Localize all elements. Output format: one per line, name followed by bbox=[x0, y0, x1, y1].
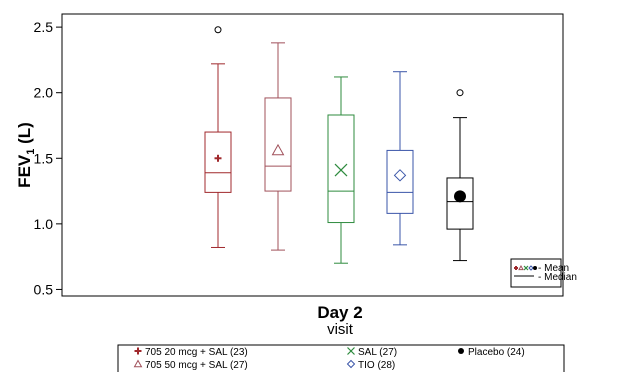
iqr-box bbox=[264, 97, 292, 192]
mean-marker-triangle bbox=[133, 359, 143, 368]
mean-marker-dot bbox=[458, 348, 464, 354]
mean-marker-triangle bbox=[271, 143, 285, 156]
inset-mean-markers bbox=[514, 264, 537, 271]
box-group bbox=[386, 71, 414, 246]
y-tick-label: 1.0 bbox=[34, 216, 54, 232]
legend-item-label: 705 20 mcg + SAL (23) bbox=[145, 347, 248, 358]
x-axis-label: Day 2 bbox=[317, 303, 362, 322]
mean-marker-triangle bbox=[518, 264, 524, 271]
legend-item: Placebo (24) bbox=[458, 347, 525, 358]
y-axis: 0.5 1.0 1.5 2.0 2.5 bbox=[34, 19, 62, 297]
inset-mean-label: - Mean bbox=[538, 263, 569, 274]
outlier-point bbox=[456, 89, 464, 97]
mean-marker-plus bbox=[514, 266, 518, 270]
y-tick-label: 0.5 bbox=[34, 281, 54, 297]
mean-marker-diamond bbox=[393, 169, 407, 182]
y-tick-label: 2.5 bbox=[34, 19, 54, 35]
legend-box bbox=[117, 344, 565, 372]
iqr-box bbox=[446, 177, 474, 230]
iqr-box bbox=[204, 131, 232, 193]
mean-marker-dot bbox=[454, 190, 466, 203]
legend-item-label: TIO (28) bbox=[358, 360, 395, 371]
y-tick-label: 2.0 bbox=[34, 85, 54, 101]
legend-item: 705 50 mcg + SAL (27) bbox=[133, 359, 248, 371]
mean-marker-x bbox=[523, 265, 529, 271]
outlier-point bbox=[214, 26, 222, 34]
inset-median-label: - Median bbox=[538, 272, 577, 283]
iqr-box bbox=[386, 149, 414, 214]
legend-item: SAL (27) bbox=[347, 347, 397, 358]
mean-marker-x bbox=[334, 163, 348, 177]
plot-frame bbox=[61, 13, 564, 297]
mean-marker-plus bbox=[214, 154, 222, 162]
mean-marker-x bbox=[347, 347, 355, 355]
y-axis-label: FEV1 (L) bbox=[15, 122, 37, 188]
x-axis-sublabel: visit bbox=[327, 321, 354, 338]
legend-item-label: Placebo (24) bbox=[468, 347, 525, 358]
box-group bbox=[264, 42, 292, 251]
legend-item-label: 705 50 mcg + SAL (27) bbox=[145, 360, 248, 371]
legend-item-label: SAL (27) bbox=[358, 347, 397, 358]
iqr-box bbox=[327, 114, 355, 224]
legend-item: 705 20 mcg + SAL (23) bbox=[134, 347, 248, 358]
y-tick-label: 1.5 bbox=[34, 150, 54, 166]
inset-legend: - Mean - Median bbox=[510, 258, 577, 288]
mean-marker-diamond bbox=[528, 265, 534, 271]
mean-marker-diamond bbox=[346, 359, 356, 369]
legend-item: TIO (28) bbox=[346, 359, 395, 371]
box-group bbox=[327, 76, 355, 264]
box-groups bbox=[204, 26, 474, 264]
mean-marker-plus bbox=[134, 347, 142, 355]
inset-legend-box bbox=[510, 258, 562, 288]
legend-items: 705 20 mcg + SAL (23) 705 50 mcg + SAL (2… bbox=[133, 347, 525, 371]
box-group bbox=[446, 89, 474, 262]
legend: 705 20 mcg + SAL (23) 705 50 mcg + SAL (2… bbox=[117, 344, 565, 372]
box-group bbox=[204, 26, 232, 248]
mean-marker-dot bbox=[533, 266, 537, 270]
